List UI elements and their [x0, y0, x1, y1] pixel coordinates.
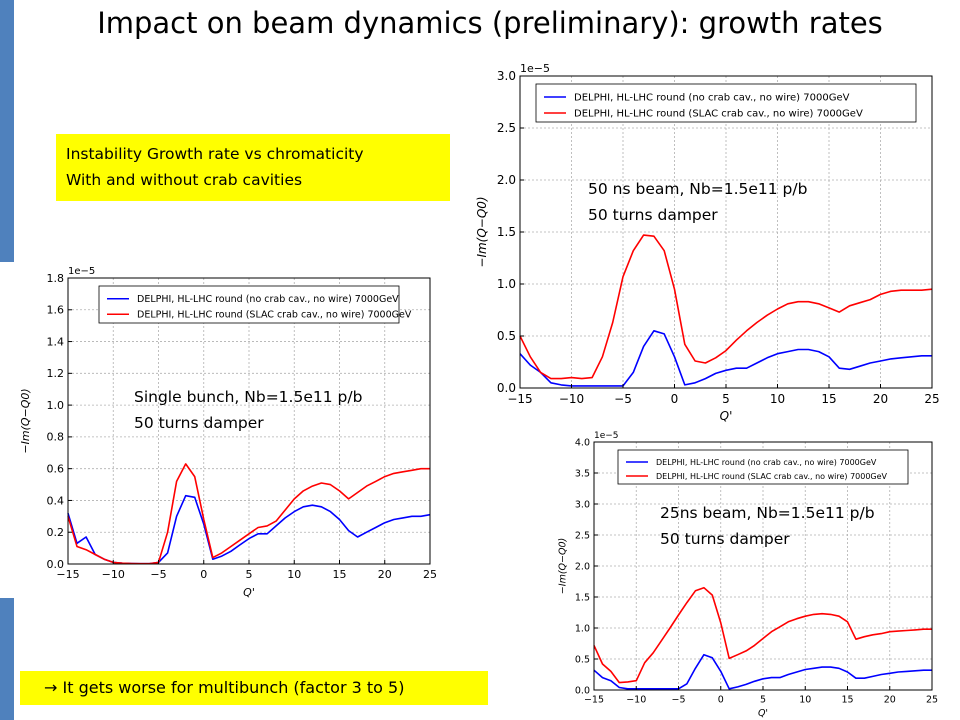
legend-label-no-crab: DELPHI, HL-LHC round (no crab cav., no w…	[137, 294, 399, 305]
x-tick-label: −10	[559, 392, 584, 406]
legend-label-no-crab: DELPHI, HL-LHC round (no crab cav., no w…	[656, 458, 877, 467]
x-tick-label: 20	[378, 568, 392, 581]
y-tick-label: 1.4	[47, 335, 65, 348]
left-accent-bar-top	[0, 0, 14, 262]
x-tick-label: 0	[718, 695, 724, 706]
y-tick-label: 3.0	[497, 69, 516, 83]
x-tick-label: 15	[333, 568, 347, 581]
intro-line-1: Instability Growth rate vs chromaticity	[66, 145, 364, 163]
x-tick-label: 15	[841, 695, 853, 706]
y-tick-label: 1.2	[47, 367, 65, 380]
x-tick-label: 5	[722, 392, 730, 406]
annotation-single-bunch-line-2: 50 turns damper	[134, 414, 264, 432]
x-tick-label: −10	[626, 695, 646, 706]
y-tick-label: 0.8	[47, 431, 65, 444]
x-axis-label: Q'	[243, 586, 255, 599]
legend-label-slac-crab: DELPHI, HL-LHC round (SLAC crab cav., no…	[137, 310, 412, 321]
y-tick-label: 3.5	[575, 468, 590, 479]
y-tick-label: 0.5	[575, 654, 590, 665]
x-tick-label: 0	[200, 568, 207, 581]
x-tick-label: 15	[821, 392, 836, 406]
y-tick-label: 0.4	[47, 494, 65, 507]
series-line-no-crab	[593, 653, 932, 690]
series-line-slac-crab	[519, 234, 933, 380]
y-tick-label: 0.0	[575, 685, 590, 696]
y-tick-label: 0.0	[47, 558, 65, 571]
legend-label-no-crab: DELPHI, HL-LHC round (no crab cav., no w…	[574, 93, 850, 104]
annotation-single-bunch: Single bunch, Nb=1.5e11 p/b 50 turns dam…	[134, 384, 362, 436]
chart-single-bunch: −15 −10 −5 0 5 10 15 20 25 0.0 0.2 0.4 0.6 0.8 1.0 1.2 1…	[19, 266, 437, 599]
x-tick-label: 0	[671, 392, 679, 406]
x-tick-label: 10	[287, 568, 301, 581]
x-tick-label: 10	[770, 392, 785, 406]
conclusion-callout: → It gets worse for multibunch (factor 3…	[20, 671, 488, 705]
annotation-50ns-beam: 50 ns beam, Nb=1.5e11 p/b 50 turns dampe…	[588, 176, 807, 228]
x-tick-label: −10	[102, 568, 125, 581]
y-tick-label: 2.5	[497, 121, 516, 135]
y-tick-label: 2.0	[575, 561, 590, 572]
annotation-25ns-line-2: 50 turns damper	[660, 530, 790, 548]
annotation-single-bunch-line-1: Single bunch, Nb=1.5e11 p/b	[134, 388, 363, 406]
slide-title: Impact on beam dynamics (preliminary): g…	[97, 6, 883, 40]
x-tick-label: 25	[423, 568, 437, 581]
x-tick-label: −15	[584, 695, 604, 706]
legend-box	[617, 449, 909, 485]
series-line-no-crab	[519, 329, 932, 387]
x-axis-label: Q'	[758, 708, 768, 719]
x-tick-label: 20	[873, 392, 888, 406]
series-line-slac-crab	[593, 586, 932, 684]
y-tick-label: 1.6	[47, 304, 65, 317]
annotation-50ns-line-2: 50 turns damper	[588, 206, 718, 224]
y-tick-label: 0.0	[497, 381, 516, 395]
y-tick-label: 0.2	[47, 526, 65, 539]
x-axis-label: Q'	[720, 409, 733, 423]
y-tick-label: 3.0	[575, 499, 590, 510]
x-tick-label: 20	[884, 695, 896, 706]
y-tick-label: 0.5	[497, 329, 516, 343]
legend-label-slac-crab: DELPHI, HL-LHC round (SLAC crab cav., no…	[656, 472, 888, 481]
y-axis-label: −Im(Q−Q0)	[19, 388, 32, 453]
y-tick-label: 1.0	[497, 277, 516, 291]
axis-exponent-label: 1e−5	[68, 266, 95, 277]
x-tick-label: 25	[924, 392, 939, 406]
x-tick-label: 5	[760, 695, 766, 706]
y-tick-label: 2.5	[575, 530, 590, 541]
x-tick-label: −15	[507, 392, 532, 406]
left-accent-bar-bottom	[0, 598, 14, 720]
x-tick-label: 5	[246, 568, 253, 581]
x-tick-label: −5	[150, 568, 166, 581]
y-tick-label: 2.0	[497, 173, 516, 187]
x-tick-label: −5	[614, 392, 632, 406]
legend-box	[98, 285, 400, 324]
x-tick-label: 25	[926, 695, 938, 706]
y-axis-label: −Im(Q−Q0)	[475, 196, 489, 267]
annotation-25ns-line-1: 25ns beam, Nb=1.5e11 p/b	[660, 504, 875, 522]
y-tick-label: 4.0	[575, 437, 590, 448]
chart-25ns-beam: −15 −10 −5 0 5 10 15 20 25 0.0 0.5 1.0 1.5 2.0 2.5 3.0 3…	[558, 431, 939, 719]
axis-exponent-label: 1e−5	[594, 431, 619, 441]
y-tick-label: 1.5	[575, 592, 590, 603]
y-tick-label: 0.6	[47, 463, 65, 476]
x-tick-label: 10	[799, 695, 811, 706]
series-line-slac-crab	[67, 463, 430, 565]
chart-50ns-beam: −15 −10 −5 0 5 10 15 20 25 0.0 0.5 1.0 1.5 2.0 2.5 3.0 1…	[475, 62, 940, 423]
legend-label-slac-crab: DELPHI, HL-LHC round (SLAC crab cav., no…	[574, 109, 863, 120]
annotation-50ns-line-1: 50 ns beam, Nb=1.5e11 p/b	[588, 180, 808, 198]
y-tick-label: 1.0	[47, 399, 65, 412]
axis-exponent-label: 1e−5	[520, 62, 550, 75]
y-tick-label: 1.0	[575, 623, 590, 634]
plot-area	[68, 278, 430, 564]
y-axis-label: −Im(Q−Q0)	[558, 538, 569, 594]
x-tick-label: −5	[671, 695, 685, 706]
annotation-25ns-beam: 25ns beam, Nb=1.5e11 p/b 50 turns damper	[660, 500, 875, 552]
y-tick-label: 1.8	[47, 272, 65, 285]
legend-box	[535, 83, 917, 123]
intro-callout: Instability Growth rate vs chromaticity …	[56, 134, 450, 201]
x-tick-label: −15	[56, 568, 79, 581]
y-tick-label: 1.5	[497, 225, 516, 239]
intro-line-2: With and without crab cavities	[66, 171, 303, 189]
